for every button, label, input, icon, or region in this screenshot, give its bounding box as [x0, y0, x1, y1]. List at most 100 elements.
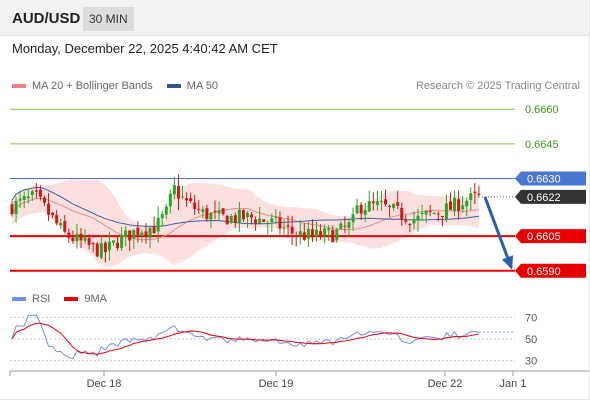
rsi-ma-line	[11, 322, 480, 355]
candle	[327, 224, 331, 241]
candle-body	[18, 198, 22, 201]
candle-body	[241, 210, 245, 220]
candle	[375, 190, 379, 211]
candle-body	[448, 201, 452, 210]
candle	[331, 225, 335, 243]
candle	[306, 221, 310, 247]
candle	[335, 227, 339, 243]
candle-body	[473, 191, 477, 193]
candle-body	[120, 234, 124, 249]
candle	[136, 221, 140, 243]
candle	[18, 190, 22, 208]
candle-body	[432, 212, 436, 214]
candle-body	[461, 205, 465, 210]
candle	[221, 207, 225, 216]
candle	[440, 216, 444, 227]
candle	[286, 215, 290, 239]
candle-body	[124, 230, 128, 237]
rsi-tick-50: 50	[525, 334, 537, 346]
candle	[10, 200, 14, 217]
candle	[436, 211, 440, 222]
candle	[51, 212, 55, 219]
candle	[477, 185, 481, 198]
candle	[457, 190, 461, 220]
legend-label-ma20: MA 20 + Bollinger Bands	[32, 80, 153, 92]
candle-body	[343, 225, 347, 227]
candle-body	[26, 196, 30, 199]
candle	[258, 206, 262, 225]
symbol-title: AUD/USD	[12, 10, 81, 27]
candle-body	[148, 227, 152, 238]
candle-body	[233, 215, 237, 223]
candle-body	[217, 210, 221, 214]
candle-body	[176, 185, 180, 199]
candle-body	[14, 200, 18, 215]
projection-arrow-head	[501, 255, 514, 270]
candle-body	[213, 210, 217, 212]
current-price-bg	[515, 189, 586, 204]
rsi-legend: RSI 9MA	[12, 293, 121, 305]
candle-body	[392, 203, 396, 209]
candle	[120, 226, 124, 251]
candles	[10, 174, 481, 263]
candle-body	[457, 199, 461, 211]
candle-body	[144, 231, 148, 236]
candle	[363, 203, 367, 223]
9ma-swatch	[64, 297, 79, 301]
candle	[83, 229, 87, 244]
candle	[282, 219, 286, 235]
level-tag-bg	[515, 171, 586, 186]
candle-body	[428, 211, 432, 213]
candle-body	[225, 215, 229, 225]
candle	[416, 208, 420, 232]
projection-arrow-shaft	[483, 196, 513, 268]
level-tag-0.6630: 0.6630	[515, 171, 586, 186]
candle-body	[75, 233, 79, 242]
legend-label-9ma: 9MA	[84, 293, 107, 305]
candle	[412, 211, 416, 230]
timeframe-badge[interactable]: 30 MIN	[83, 7, 134, 31]
candle-body	[400, 207, 404, 220]
candle	[270, 213, 274, 232]
candle	[432, 212, 436, 215]
candle-body	[404, 220, 408, 222]
candle-body	[112, 240, 115, 243]
candle	[229, 213, 233, 224]
candle	[55, 210, 59, 226]
candle-body	[274, 216, 278, 218]
candle-body	[140, 232, 144, 237]
candle	[59, 218, 63, 230]
candle	[205, 204, 209, 222]
candle	[152, 216, 156, 234]
candle	[262, 219, 266, 223]
x-tick-label: Dec 18	[87, 378, 122, 390]
candle-body	[132, 229, 136, 239]
candle	[420, 204, 424, 221]
ma20-swatch	[12, 84, 26, 88]
level-tag-bg	[515, 263, 586, 278]
candle-body	[331, 230, 335, 243]
candle-body	[99, 243, 103, 258]
candle-body	[193, 202, 197, 209]
candle	[95, 241, 99, 258]
candle-body	[367, 201, 371, 212]
candle-body	[83, 237, 87, 241]
candle-body	[420, 212, 424, 214]
legend-label-ma50: MA 50	[186, 80, 218, 92]
candle	[359, 202, 363, 221]
candle-body	[250, 214, 254, 218]
candle-body	[371, 201, 375, 204]
candle	[388, 204, 392, 218]
candle	[254, 216, 258, 231]
candle	[189, 192, 193, 204]
legend-label-rsi: RSI	[32, 293, 51, 305]
candle	[302, 223, 306, 242]
candle-body	[22, 196, 26, 200]
candle-body	[347, 222, 351, 229]
candle-body	[258, 218, 262, 224]
candle	[237, 201, 241, 232]
level-label-0.6630: 0.6630	[527, 173, 561, 185]
candle-body	[172, 185, 176, 195]
candle-body	[412, 219, 416, 224]
